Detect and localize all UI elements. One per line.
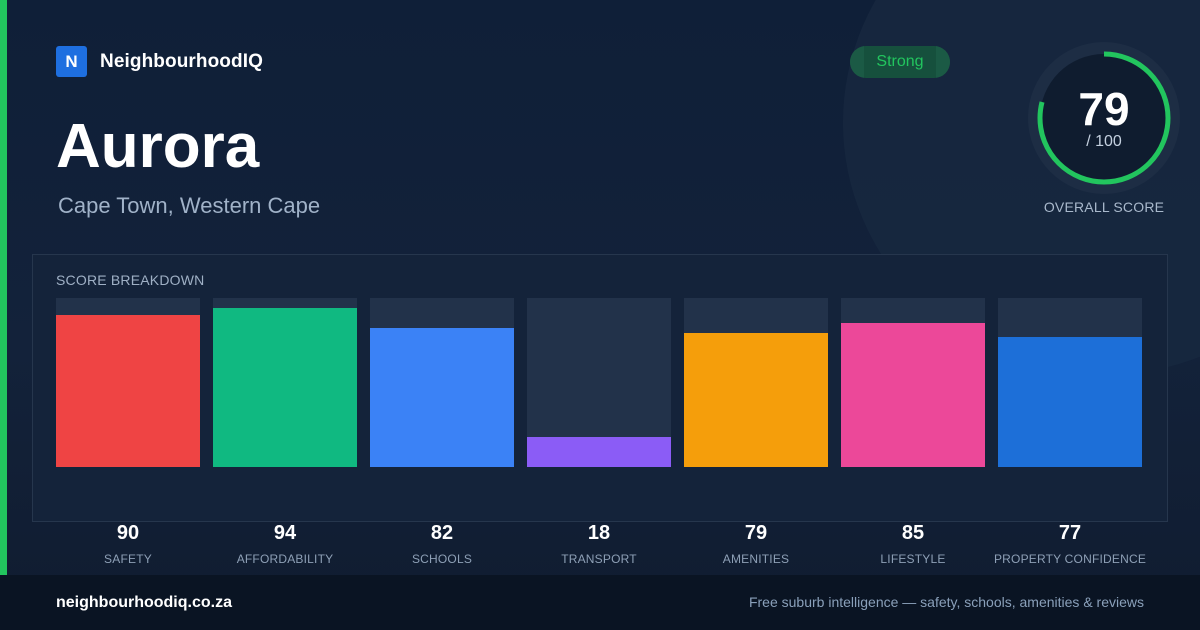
rating-badge-label: Strong (876, 53, 924, 70)
bar-label: PROPERTY CONFIDENCE (993, 552, 1147, 566)
bar-value: 77 (1058, 522, 1082, 544)
bar-track (213, 298, 357, 467)
bar-fill (998, 337, 1142, 467)
bar-label: AMENITIES (722, 552, 790, 566)
overall-score-label: OVERALL SCORE (1043, 199, 1165, 215)
score-breakdown-title: SCORE BREAKDOWN (56, 272, 205, 288)
bar-value: 90 (116, 522, 140, 544)
bar-fill (684, 333, 828, 467)
brand-name: NeighbourhoodIQ (100, 50, 263, 72)
score-breakdown-panel: SCORE BREAKDOWN 90 SAFETY 94 AFFORDABILITY 8… (32, 254, 1168, 566)
bar-label: SCHOOLS (411, 552, 473, 566)
bar-track (56, 298, 200, 467)
overall-score-max: / 100 (1086, 133, 1122, 150)
brand[interactable]: N NeighbourhoodIQ (56, 46, 263, 77)
bar-value: 18 (587, 522, 611, 544)
bar-fill (527, 437, 671, 467)
score-ring-arc (1037, 51, 1171, 185)
bar-track (370, 298, 514, 467)
bar-track (684, 298, 828, 467)
footer-url-link[interactable]: neighbourhoodiq.co.za (56, 594, 232, 611)
brand-logo-icon: N (56, 46, 87, 77)
score-ring-icon (1028, 42, 1180, 194)
bar-value: 79 (744, 522, 768, 544)
footer: neighbourhoodiq.co.za Free suburb intell… (0, 575, 1200, 630)
bar-track (841, 298, 985, 467)
bar-value: 82 (430, 522, 454, 544)
bar-label: SAFETY (104, 552, 152, 566)
accent-bar (0, 0, 7, 575)
bar-label: TRANSPORT (561, 552, 637, 566)
bar-fill (213, 308, 357, 467)
bar-label: LIFESTYLE (880, 552, 946, 566)
bar-fill (56, 315, 200, 467)
bar-fill (841, 323, 985, 467)
suburb-location: Cape Town, Western Cape (58, 193, 321, 218)
overall-score-gauge: 79 / 100 (1028, 42, 1180, 194)
rating-badge: Strong (850, 46, 950, 78)
overall-score-value: 79 (1078, 83, 1130, 135)
score-breakdown-bars: 90 SAFETY 94 AFFORDABILITY 82 SCHOOLS 18 TRANSP… (56, 298, 1146, 566)
bar-value: 94 (273, 522, 297, 544)
bar-track (527, 298, 671, 467)
bar-track (998, 298, 1142, 467)
suburb-title: Aurora (56, 112, 260, 181)
bar-fill (370, 328, 514, 467)
footer-tagline: Free suburb intelligence — safety, schoo… (748, 594, 1144, 610)
bar-value: 85 (901, 522, 925, 544)
bar-label: AFFORDABILITY (236, 552, 334, 566)
